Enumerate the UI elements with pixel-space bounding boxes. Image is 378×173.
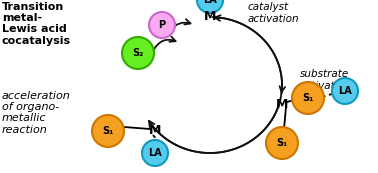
- Text: Transition
metal-
Lewis acid
cocatalysis: Transition metal- Lewis acid cocatalysis: [2, 2, 71, 46]
- Circle shape: [142, 140, 168, 166]
- Text: LA: LA: [203, 0, 217, 5]
- Text: catalyst
activation: catalyst activation: [248, 2, 300, 24]
- Text: S₂: S₂: [132, 48, 144, 58]
- Circle shape: [92, 115, 124, 147]
- Text: M: M: [149, 125, 161, 138]
- Text: M: M: [276, 98, 288, 112]
- Circle shape: [332, 78, 358, 104]
- Text: S₁: S₁: [302, 93, 314, 103]
- Text: substrate
activation: substrate activation: [300, 69, 352, 91]
- Text: M: M: [204, 11, 216, 24]
- Circle shape: [292, 82, 324, 114]
- Circle shape: [266, 127, 298, 159]
- Circle shape: [197, 0, 223, 13]
- Text: LA: LA: [338, 86, 352, 96]
- Text: S₁: S₁: [276, 138, 288, 148]
- Circle shape: [149, 12, 175, 38]
- Text: LA: LA: [148, 148, 162, 158]
- Text: acceleration
of organo-
metallic
reaction: acceleration of organo- metallic reactio…: [2, 91, 71, 135]
- Circle shape: [122, 37, 154, 69]
- Text: P: P: [158, 20, 166, 30]
- Text: S₁: S₁: [102, 126, 114, 136]
